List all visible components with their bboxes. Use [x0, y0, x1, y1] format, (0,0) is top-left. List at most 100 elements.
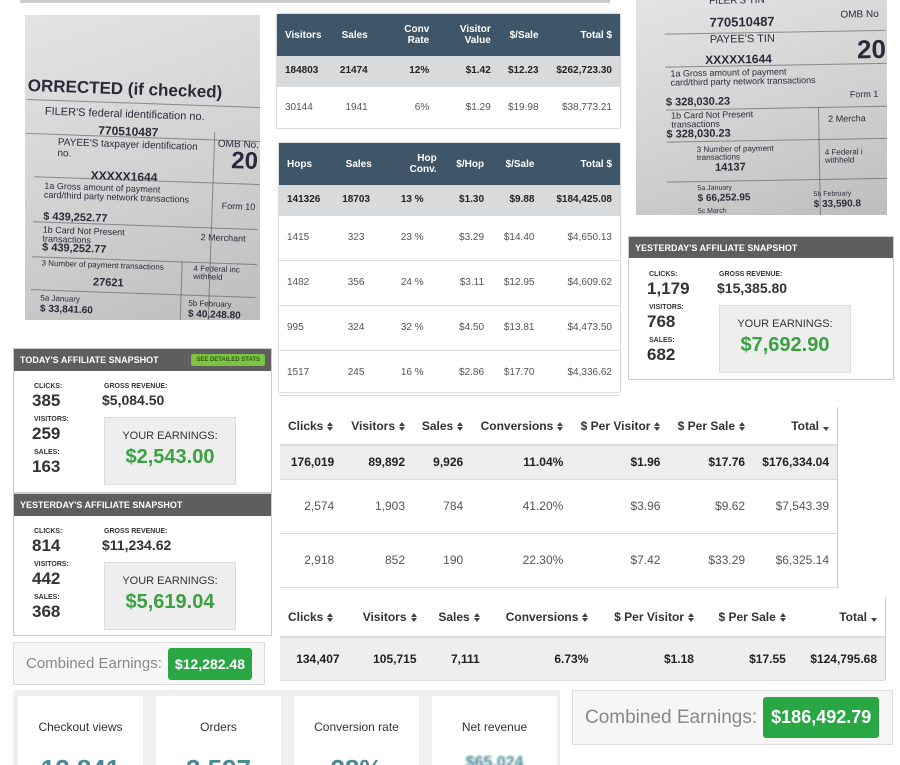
table-cell: 22.30% [471, 533, 572, 588]
table-cell: 1482 [279, 260, 333, 306]
table: Clicks Visitors Sales Conversions $ Per Visi… [280, 407, 837, 588]
metric-card: Conversion rate 28% [294, 696, 419, 765]
table-cell: $2.86 [444, 350, 493, 396]
table-cell: $124,795.68 [793, 637, 885, 681]
header-text: Total [791, 418, 819, 433]
column-header[interactable]: Clicks [280, 407, 343, 446]
table-cell: 89,892 [342, 445, 414, 480]
table: Hops Sales Hop Conv. $/Hop $/Sale Total $ 1413… [279, 143, 620, 396]
data-table: Clicks Visitors Sales Conversions $ Per Visi… [280, 597, 886, 681]
table-cell: $17.55 [701, 637, 794, 681]
affiliate-snapshot: YESTERDAY'S AFFILIATE SNAPSHOT CLICKS: 1,1… [628, 236, 894, 380]
column-header[interactable]: Conversions [471, 407, 572, 446]
column-header[interactable]: Total [753, 407, 837, 446]
header-text: $ Per Visitor [614, 609, 684, 624]
column-header[interactable]: $ Per Visitor [571, 407, 669, 446]
form-text: $ 328,030.23 [665, 95, 731, 109]
table-cell: 1941 [330, 86, 376, 129]
sales-label: SALES: [34, 449, 60, 456]
earnings-box: YOUR EARNINGS: $5,619.04 [104, 562, 236, 630]
table-cell: 2,574 [280, 479, 343, 534]
sales-value: 163 [32, 457, 61, 476]
header-row: Hops Sales Hop Conv. $/Hop $/Sale Total $ [279, 143, 620, 185]
table-cell: 323 [332, 215, 380, 261]
form-text: 20 [856, 33, 887, 65]
form-text: 14137 [714, 161, 746, 174]
form-text: FILER'S TIN [709, 0, 765, 7]
form-text: $ 439,252.77 [41, 241, 107, 256]
column-header[interactable]: Sales [413, 407, 472, 446]
gross-label: GROSS REVENUE: [719, 271, 783, 278]
visitors-label: VISITORS: [649, 304, 684, 311]
detailed-stats-button[interactable]: SEE DETAILED STATS [191, 354, 265, 366]
table-cell: $184,425.08 [542, 185, 620, 216]
column-header[interactable]: $ Per Sale [668, 407, 754, 446]
sort-icon [654, 421, 661, 431]
form-sheet: ORRECTED (if checked) FILER'S federal ide… [25, 15, 260, 320]
table-cell: 995 [279, 305, 333, 351]
affiliate-snapshot: YESTERDAY'S AFFILIATE SNAPSHOT CLICKS: 814… [13, 493, 272, 636]
combined-label: Combined Earnings: [26, 655, 162, 672]
column-header[interactable]: $ Per Sale [701, 597, 794, 638]
gross-label: GROSS REVENUE: [104, 528, 168, 535]
snapshot-header: YESTERDAY'S AFFILIATE SNAPSHOT [14, 494, 271, 516]
snapshot-header: TODAY'S AFFILIATE SNAPSHOT SEE DETAILED S… [14, 349, 271, 371]
column-header[interactable]: Conversions [487, 597, 597, 638]
table-cell: 184803 [277, 56, 331, 87]
sort-icon [557, 421, 564, 431]
header-text: Visitors [285, 29, 322, 41]
column-header[interactable]: Visitors [342, 407, 414, 446]
table-cell: $4,650.13 [542, 215, 620, 261]
table-cell: $1.42 [437, 56, 499, 87]
earnings-value: $2,543.00 [125, 446, 215, 468]
gross-label: GROSS REVENUE: [104, 383, 168, 390]
form-photo: FILER'S TIN 770510487 OMB No PAYEE'S TIN 20 X… [636, 0, 887, 215]
header-text: Conversions [505, 609, 579, 624]
visitors-label: VISITORS: [34, 561, 69, 568]
clicks-label: CLICKS: [649, 271, 678, 278]
table-cell: $9.88 [492, 185, 543, 216]
form-text: PAYEE'S taxpayer identification no. [57, 137, 198, 160]
top-strip [20, 0, 610, 3]
table-cell: $4,336.62 [542, 350, 620, 396]
sort-icon [327, 421, 334, 431]
table-row: 184803 21474 12% $1.42 $12.23 $262,723.30 [277, 56, 620, 87]
sort-icon [473, 612, 480, 622]
table-cell: 356 [332, 260, 380, 306]
column-header[interactable]: Visitors [347, 597, 425, 638]
column-header[interactable]: $ Per Visitor [596, 597, 702, 638]
column-header: Total $ [542, 143, 620, 185]
visitors-value: 259 [32, 424, 61, 443]
column-header[interactable]: Total [793, 597, 885, 638]
table-cell: $19.98 [498, 86, 547, 129]
form-text: ORRECTED (if checked) [27, 75, 223, 102]
earnings-box: YOUR EARNINGS: $7,692.90 [719, 305, 851, 373]
column-header[interactable]: Sales [424, 597, 488, 638]
metric-label: Checkout views [38, 720, 123, 734]
form-text: 20 [230, 147, 259, 176]
table-cell: 6% [375, 86, 438, 129]
column-header: Visitors [277, 14, 331, 56]
table-cell: 18703 [332, 185, 380, 216]
form-text: OMB No [840, 8, 879, 21]
form-text: PAYEE'S TIN [709, 32, 775, 46]
table-cell: 13 % [379, 185, 445, 216]
table-cell: $3.29 [444, 215, 493, 261]
sort-icon [399, 421, 406, 431]
earnings-value: $5,619.04 [125, 591, 215, 613]
header-text: Clicks [288, 609, 324, 624]
sales-value: 682 [647, 345, 676, 364]
visitors-label: VISITORS: [34, 416, 69, 423]
table-cell: $12.95 [492, 260, 543, 306]
metric-card: Net revenue $65,024 [432, 696, 557, 765]
table-cell: 30144 [277, 86, 331, 129]
table-cell: 32 % [379, 305, 445, 351]
sales-label: SALES: [649, 337, 675, 344]
table-cell: $13.81 [492, 305, 543, 351]
column-header[interactable]: Clicks [280, 597, 348, 638]
header-text: Sales [438, 609, 470, 624]
table-cell: 1,903 [342, 479, 414, 534]
table-row: 995 324 32 % $4.50 $13.81 $4,473.50 [279, 305, 620, 351]
form-text: $ 33,841.60 [39, 303, 93, 317]
